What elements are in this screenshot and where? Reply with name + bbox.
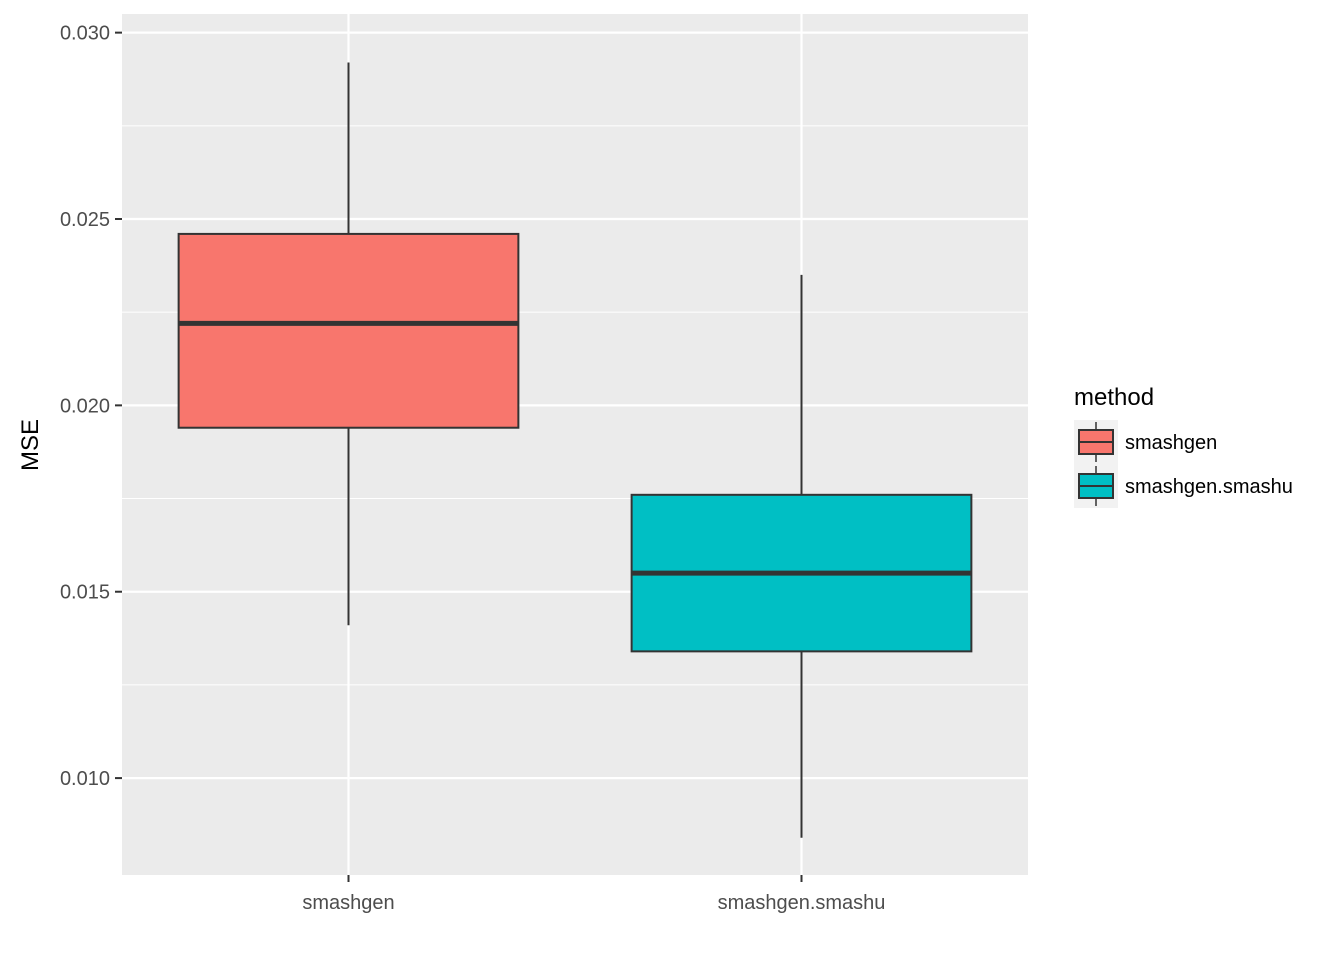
legend-title: method — [1074, 384, 1154, 411]
y-tick-label-0: 0.010 — [60, 768, 110, 790]
y-axis: 0.010 0.015 0.020 0.025 0.030 — [60, 23, 122, 790]
y-tick-label-4: 0.030 — [60, 23, 110, 45]
legend-key-smashgen.smashu — [1074, 464, 1118, 508]
box-body-smashgen — [177, 232, 520, 429]
x-tick-label-0: smashgen — [302, 892, 394, 914]
boxes — [177, 62, 973, 838]
legend-label-1: smashgen.smashu — [1125, 476, 1293, 498]
y-tick-label-3: 0.025 — [60, 209, 110, 231]
plot-panel — [122, 14, 1028, 875]
legend-label-0: smashgen — [1125, 432, 1217, 454]
legend-key-smashgen — [1074, 420, 1118, 464]
box-smashgen — [177, 62, 520, 626]
y-tick-label-1: 0.015 — [60, 582, 110, 604]
x-axis: smashgen smashgen.smashu — [302, 875, 885, 914]
legend: method smashgen smashgen.smashu — [1074, 384, 1293, 508]
x-tick-label-1: smashgen.smashu — [718, 892, 886, 914]
y-tick-label-2: 0.020 — [60, 395, 110, 417]
box-smashgen.smashu — [630, 274, 973, 838]
y-axis-title: MSE — [17, 419, 44, 471]
